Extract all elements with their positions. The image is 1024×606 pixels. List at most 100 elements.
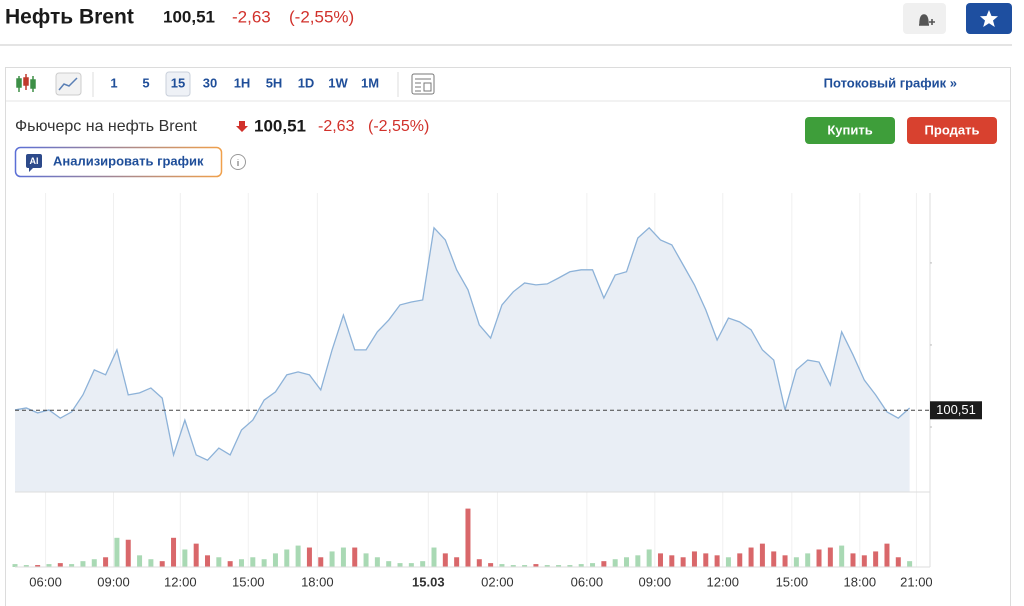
volume-bar (250, 557, 256, 567)
volume-bar (737, 553, 743, 567)
volume-bar (657, 553, 663, 567)
y-tick-label: 100,00 (936, 418, 976, 433)
interval[interactable]: 1M (361, 75, 379, 90)
volume-bar (488, 563, 494, 567)
chart-container (5, 67, 1011, 606)
volume-bar (465, 508, 471, 567)
watchlist-button[interactable] (966, 3, 1012, 34)
volume-bar (69, 564, 75, 567)
ai-badge: AI (30, 156, 39, 166)
x-tick-label: 15:00 (776, 574, 809, 589)
interval-selected (165, 71, 191, 97)
volume-bar (408, 563, 414, 567)
volume-bar (340, 547, 346, 567)
sell-button[interactable]: Продать (907, 117, 997, 144)
volume-bar (782, 555, 788, 567)
interval[interactable]: 15 (171, 75, 185, 90)
volume-bar (725, 557, 731, 567)
interval[interactable]: 5 (142, 75, 149, 90)
volume-bar (873, 551, 879, 567)
interval[interactable]: 1D (298, 75, 315, 90)
volume-bar (431, 547, 437, 567)
settings-icon[interactable] (411, 73, 435, 95)
x-tick-label: 06:00 (29, 574, 62, 589)
volume-bar (567, 565, 573, 567)
x-tick-label: 21:00 (900, 574, 933, 589)
volume-bar (556, 565, 562, 567)
volume-bar (57, 563, 63, 567)
volume-bar (363, 553, 369, 567)
alert-button[interactable] (903, 3, 946, 34)
volume-bar (884, 543, 890, 567)
y-tick-label: 105,00 (936, 254, 976, 269)
price-line (14, 226, 911, 461)
sell-label: Продать (925, 122, 980, 137)
volume-bar (306, 547, 312, 567)
volume-bar (227, 561, 233, 567)
volume-bar (748, 547, 754, 567)
instrument-change: -2,63 (318, 118, 355, 135)
volume-bar (137, 555, 143, 567)
area-icon[interactable] (55, 72, 82, 96)
volume-bar (397, 563, 403, 567)
info-icon[interactable] (230, 154, 246, 170)
volume-bar (691, 551, 697, 567)
volume-bar (442, 553, 448, 567)
volume-bar (635, 555, 641, 567)
volume-bar (793, 557, 799, 567)
volume-bar (238, 559, 244, 567)
volume-bar (816, 549, 822, 567)
volume-bar (12, 564, 18, 567)
analyze-label: Анализировать график (53, 153, 204, 168)
volume-bar (601, 561, 607, 567)
interval[interactable]: 5H (266, 75, 283, 90)
volume-bar (182, 549, 188, 567)
interval[interactable]: 1W (328, 75, 348, 90)
volume-bar (46, 564, 52, 567)
volume-bar (420, 561, 426, 567)
x-tick-label: 06:00 (571, 574, 604, 589)
volume-bar (374, 557, 380, 567)
volume-bar (352, 547, 358, 567)
volume-bar (205, 555, 211, 567)
volume-bar (850, 553, 856, 567)
volume-bar (771, 551, 777, 567)
change-pct: (-2,55%) (289, 7, 354, 26)
volume-bar (499, 564, 505, 567)
down-arrow (236, 121, 248, 132)
volume-bar (578, 564, 584, 567)
volume-bar (272, 553, 278, 567)
analyze-button[interactable]: AI Анализировать график (14, 146, 223, 178)
volume-bar (476, 559, 482, 567)
streaming-link[interactable]: Потоковый график » (824, 75, 957, 90)
x-tick-label: 02:00 (481, 574, 514, 589)
volume-bar (612, 559, 618, 567)
volume-bar (284, 549, 290, 567)
buy-button[interactable]: Купить (805, 117, 895, 144)
volume-bar (23, 565, 29, 567)
volume-bar (895, 557, 901, 567)
volume-bar (159, 561, 165, 567)
volume-bar (839, 545, 845, 567)
x-tick-label: 18:00 (844, 574, 877, 589)
change: -2,63 (232, 7, 271, 26)
volume-bar (329, 551, 335, 567)
instrument-price: 100,51 (254, 116, 306, 135)
y-tick-label: 102,50 (936, 336, 976, 351)
volume-bar (114, 537, 120, 567)
volume-bar (318, 557, 324, 567)
instrument-change-pct: (-2,55%) (368, 118, 429, 135)
interval[interactable]: 30 (203, 75, 217, 90)
interval[interactable]: 1 (110, 75, 117, 90)
volume-bar (759, 543, 765, 567)
instrument-name: Нефть Brent (5, 6, 134, 29)
volume-bar (590, 563, 596, 567)
candle-icon[interactable] (16, 74, 36, 92)
interval[interactable]: 1H (234, 75, 251, 90)
volume-bar (103, 557, 109, 567)
current-price-label: 100,51 (936, 402, 976, 417)
current-price-box (930, 401, 982, 420)
volume-bar (125, 539, 131, 567)
volume-bar (510, 565, 516, 567)
